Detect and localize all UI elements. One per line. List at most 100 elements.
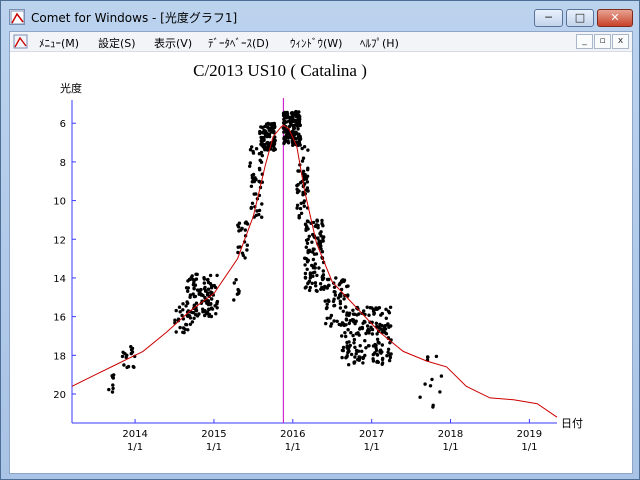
observation-point: [307, 288, 312, 293]
observation-point: [186, 289, 190, 293]
mdi-minimize-button[interactable]: _: [576, 34, 593, 49]
observation-point: [254, 147, 259, 151]
observation-point: [232, 298, 236, 302]
observation-point: [110, 390, 115, 394]
observation-point: [363, 339, 367, 343]
observation-point: [236, 250, 240, 255]
observation-point: [201, 307, 205, 311]
observation-point: [209, 290, 213, 294]
menu-database[interactable]: ﾃﾞｰﾀﾍﾞｰｽ(D): [208, 37, 270, 50]
observation-point: [347, 363, 351, 367]
menu-settings[interactable]: 設定(S): [98, 37, 136, 50]
observation-point: [286, 135, 291, 140]
y-tick-label: 20: [53, 390, 66, 401]
observation-point: [315, 289, 319, 293]
y-tick-label: 12: [53, 235, 66, 246]
observation-point: [309, 274, 313, 279]
observation-point: [348, 311, 352, 315]
observation-point: [315, 273, 319, 278]
observation-point: [266, 125, 270, 130]
observation-point: [387, 358, 392, 363]
maximize-button[interactable]: □: [566, 9, 594, 27]
minimize-button[interactable]: ─: [534, 9, 563, 27]
observation-point: [296, 143, 300, 147]
observation-point: [174, 308, 178, 313]
menu-window[interactable]: ｳｨﾝﾄﾞｳ(W): [290, 37, 343, 50]
observation-point: [181, 326, 186, 330]
observation-point: [428, 384, 433, 388]
observation-point: [357, 312, 361, 316]
observation-point: [321, 236, 325, 241]
observation-point: [334, 276, 338, 280]
menu-help[interactable]: ﾍﾙﾌﾟ(H): [360, 37, 399, 50]
observation-point: [305, 180, 310, 184]
title-bar[interactable]: Comet for Windows - [光度グラフ1] ─ □ ✕: [1, 1, 639, 31]
model-curve: [71, 124, 558, 418]
observation-point: [321, 224, 325, 228]
observation-point: [181, 308, 185, 312]
observation-point: [332, 304, 336, 308]
mdi-close-button[interactable]: x: [612, 34, 629, 49]
observation-point: [339, 294, 343, 298]
observation-point: [258, 129, 262, 134]
observation-point: [317, 266, 321, 270]
observation-point: [197, 288, 202, 292]
observation-point: [178, 325, 182, 330]
observation-point: [206, 302, 211, 307]
observation-point: [370, 306, 374, 310]
observation-point: [353, 345, 357, 349]
observation-point: [311, 220, 316, 225]
observation-point: [303, 263, 307, 267]
observation-point: [181, 302, 185, 306]
observation-point: [111, 383, 115, 387]
observation-point: [173, 318, 177, 322]
observation-point: [387, 311, 392, 315]
observation-point: [346, 293, 350, 297]
document-icon[interactable]: [13, 34, 29, 50]
mdi-restore-button[interactable]: ▫: [594, 34, 611, 49]
observation-point: [325, 277, 330, 282]
observation-point: [430, 377, 434, 382]
observation-point: [110, 374, 114, 378]
observation-point: [300, 159, 305, 163]
observation-point: [361, 356, 365, 361]
observation-point: [245, 243, 249, 247]
observation-point: [308, 285, 312, 290]
observation-point: [349, 331, 353, 335]
observation-point: [303, 256, 307, 261]
observation-point: [349, 352, 354, 357]
observation-point: [257, 212, 261, 217]
observation-point: [260, 215, 264, 219]
observation-point: [205, 311, 210, 316]
observation-point: [354, 352, 358, 356]
observation-point: [343, 331, 347, 335]
menu-view[interactable]: 表示(V): [154, 37, 193, 50]
observation-point: [375, 359, 380, 364]
observation-point: [194, 277, 199, 281]
observation-point: [380, 361, 385, 365]
observation-point: [327, 283, 331, 287]
observation-point: [341, 309, 345, 313]
observation-point: [380, 343, 384, 347]
observation-point: [267, 132, 271, 137]
menu-main[interactable]: ﾒﾆｭｰ(M): [39, 37, 80, 50]
light-curve-chart[interactable]: C/2013 US10 ( Catalina ) 光度 日付 6 8 10 12 14 1…: [10, 52, 632, 473]
close-button[interactable]: ✕: [597, 9, 633, 27]
observation-point: [313, 262, 317, 266]
observation-point: [295, 111, 299, 116]
observation-point: [364, 346, 368, 350]
observation-point: [348, 343, 352, 348]
observation-point: [257, 179, 261, 184]
observation-point: [260, 202, 264, 206]
observation-point: [295, 206, 299, 210]
app-icon[interactable]: [9, 9, 25, 25]
observation-point: [272, 142, 277, 146]
observation-point: [370, 332, 375, 336]
observation-point: [383, 330, 387, 335]
x-axis-label: 日付: [561, 417, 583, 430]
observation-point: [357, 358, 361, 362]
observation-point: [298, 181, 303, 185]
observation-point: [316, 236, 320, 240]
observation-point: [191, 311, 196, 315]
